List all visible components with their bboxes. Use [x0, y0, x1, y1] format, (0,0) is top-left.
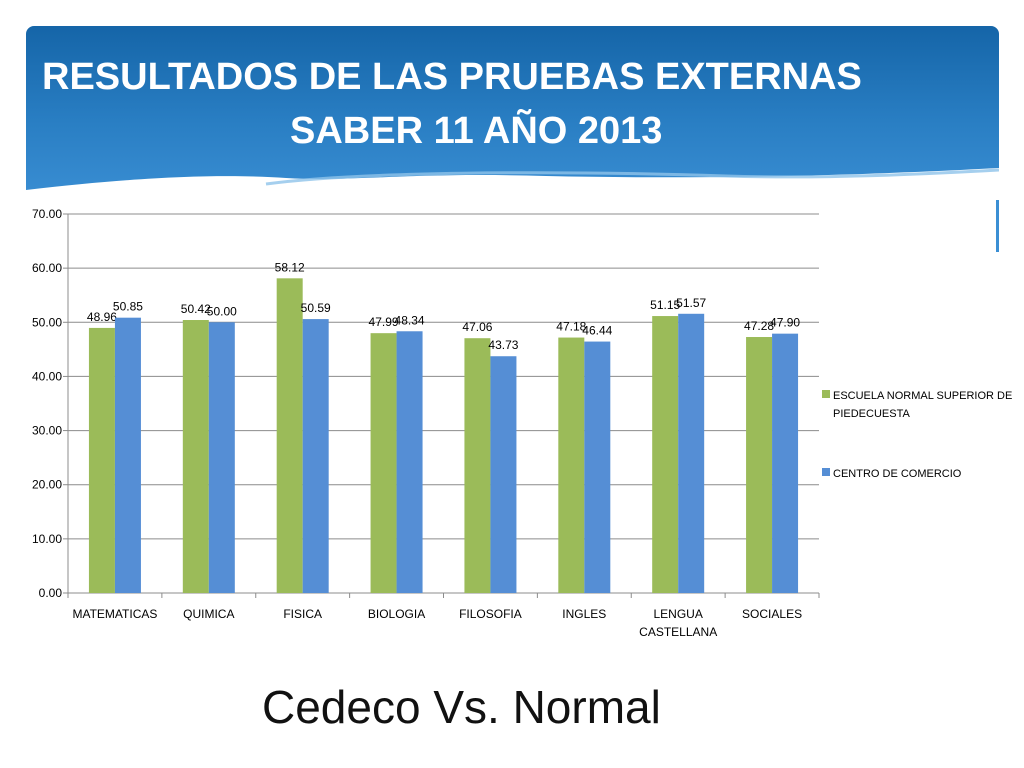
bar-escuela-normal: [464, 338, 491, 593]
bar-centro-comercio: [678, 313, 705, 593]
banner-wave-decoration: [26, 168, 999, 206]
x-category-label: FISICA: [283, 607, 322, 621]
bar-data-label: 47.28: [744, 319, 774, 333]
bar-chart: 0.00 10.00 20.00 30.00 40.00 50.00 60.00 70.00 4…: [32, 207, 1012, 639]
bar-centro-comercio: [490, 356, 517, 593]
slide-caption: Cedeco Vs. Normal: [262, 681, 661, 733]
y-tick-label: 10.00: [32, 532, 62, 546]
bar-data-label: 47.18: [556, 320, 586, 334]
legend-label: CENTRO DE COMERCIO: [833, 468, 962, 480]
y-tick-label: 20.00: [32, 478, 62, 492]
bar-chart-container: 0.00 10.00 20.00 30.00 40.00 50.00 60.00 70.00 4…: [0, 200, 1024, 660]
bar-centro-comercio: [114, 317, 141, 593]
bar-data-label: 51.15: [650, 298, 680, 312]
x-category-label: QUIMICA: [183, 607, 234, 621]
bar-data-label: 47.90: [770, 316, 800, 330]
bar-escuela-normal: [746, 337, 773, 593]
bar-escuela-normal: [370, 333, 397, 593]
bar-data-label: 48.96: [87, 310, 117, 324]
x-category-label: FILOSOFIA: [459, 607, 522, 621]
bar-escuela-normal: [276, 278, 303, 593]
title-banner: [26, 26, 999, 206]
x-category-label: INGLES: [562, 607, 606, 621]
bar-data-label: 50.00: [207, 304, 237, 318]
bar-centro-comercio: [772, 333, 799, 593]
x-category-label: MATEMATICAS: [72, 607, 157, 621]
y-tick-label: 50.00: [32, 315, 62, 329]
bar-escuela-normal: [88, 327, 115, 593]
bar-centro-comercio: [396, 331, 423, 593]
bar-escuela-normal: [558, 337, 585, 593]
bar-data-label: 50.42: [181, 302, 211, 316]
bar-data-label: 50.85: [113, 300, 143, 314]
bar-centro-comercio: [208, 322, 235, 593]
bar-data-label: 58.12: [275, 260, 305, 274]
y-tick-label: 40.00: [32, 369, 62, 383]
x-category-label: CASTELLANA: [639, 625, 717, 639]
bar-escuela-normal: [652, 316, 679, 593]
bar-centro-comercio: [584, 341, 611, 593]
y-tick-label: 0.00: [39, 586, 63, 600]
slide-title-line1: RESULTADOS DE LAS PRUEBAS EXTERNAS: [42, 56, 862, 98]
bar-data-label: 50.59: [301, 301, 331, 315]
banner-side-accent: [996, 200, 999, 252]
legend-label: PIEDECUESTA: [833, 408, 910, 420]
x-category-label: SOCIALES: [742, 607, 802, 621]
bar-data-label: 47.06: [462, 320, 492, 334]
bar-centro-comercio: [302, 319, 329, 593]
legend-swatch: [822, 390, 830, 398]
slide-title-line2: SABER 11 AÑO 2013: [290, 110, 663, 152]
legend-swatch: [822, 468, 830, 476]
x-category-label: LENGUA: [654, 607, 703, 621]
bar-escuela-normal: [182, 320, 209, 593]
legend-label: ESCUELA NORMAL SUPERIOR DE: [833, 390, 1012, 402]
bar-data-label: 47.99: [369, 315, 399, 329]
y-tick-label: 60.00: [32, 261, 62, 275]
bar-data-label: 48.34: [395, 313, 425, 327]
bar-data-label: 51.57: [676, 296, 706, 310]
y-tick-label: 30.00: [32, 424, 62, 438]
bar-data-label: 43.73: [488, 338, 518, 352]
bar-data-label: 46.44: [582, 324, 612, 338]
x-category-label: BIOLOGIA: [368, 607, 425, 621]
y-tick-label: 70.00: [32, 207, 62, 221]
